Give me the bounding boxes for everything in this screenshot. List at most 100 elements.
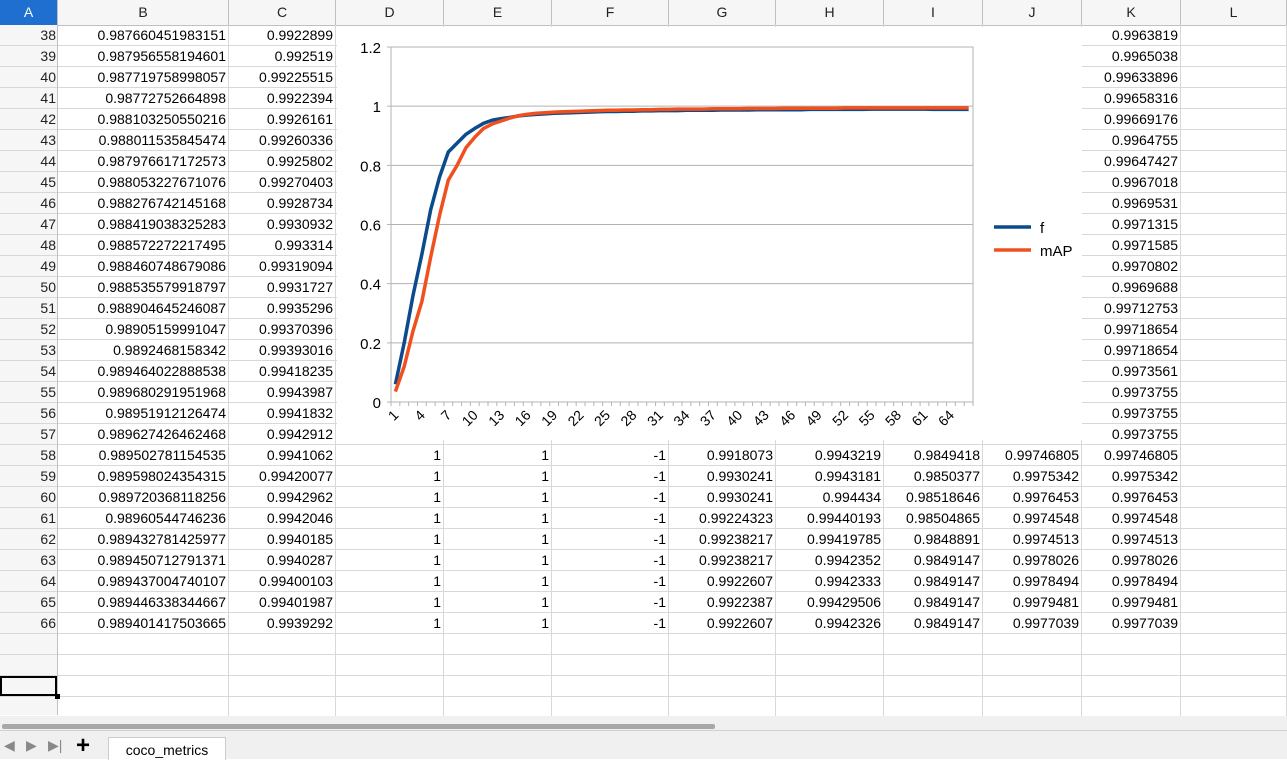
cell[interactable]: [669, 634, 776, 655]
cell[interactable]: 0.9942352: [776, 550, 884, 571]
cell[interactable]: 1: [444, 571, 552, 592]
row-header[interactable]: 58: [0, 445, 57, 466]
cell[interactable]: 0.99420077: [229, 466, 336, 487]
row-header[interactable]: 66: [0, 613, 57, 634]
cell[interactable]: 0.98951912126474: [58, 403, 229, 424]
cell[interactable]: [336, 634, 444, 655]
row-header[interactable]: [0, 655, 57, 676]
cell[interactable]: [1181, 88, 1287, 109]
cell[interactable]: 1: [444, 592, 552, 613]
cell[interactable]: 0.99270403: [229, 172, 336, 193]
cell[interactable]: [552, 634, 669, 655]
cell[interactable]: 0.9922899: [229, 25, 336, 46]
row-header[interactable]: [0, 634, 57, 655]
cell[interactable]: [1181, 403, 1287, 424]
cell[interactable]: 0.987660451983151: [58, 25, 229, 46]
cell[interactable]: 0.9942046: [229, 508, 336, 529]
cell[interactable]: 0.99370396: [229, 319, 336, 340]
active-cell-cursor[interactable]: [0, 676, 57, 696]
cell[interactable]: 0.9942326: [776, 613, 884, 634]
row-header[interactable]: 65: [0, 592, 57, 613]
cell[interactable]: 0.99238217: [669, 550, 776, 571]
cell[interactable]: 0.9969688: [1082, 277, 1181, 298]
cell[interactable]: [1181, 697, 1287, 718]
cell[interactable]: [1181, 340, 1287, 361]
cell[interactable]: 0.99418235: [229, 361, 336, 382]
cell[interactable]: [1181, 172, 1287, 193]
first-sheet-icon[interactable]: ◀: [4, 737, 15, 753]
cell[interactable]: -1: [552, 592, 669, 613]
cell[interactable]: 0.988103250550216: [58, 109, 229, 130]
row-header[interactable]: 50: [0, 277, 57, 298]
cell[interactable]: 0.99718654: [1082, 340, 1181, 361]
cell[interactable]: 0.99746805: [1082, 445, 1181, 466]
row-header[interactable]: 40: [0, 67, 57, 88]
column-header-i[interactable]: I: [884, 0, 983, 25]
cell[interactable]: 0.98960544746236: [58, 508, 229, 529]
cell[interactable]: [1181, 676, 1287, 697]
cell[interactable]: 0.98504865: [884, 508, 983, 529]
cell[interactable]: 0.9931727: [229, 277, 336, 298]
cell[interactable]: [444, 634, 552, 655]
cell[interactable]: [229, 697, 336, 718]
cell[interactable]: 0.98905159991047: [58, 319, 229, 340]
cell[interactable]: [776, 697, 884, 718]
cell[interactable]: 0.989464022888538: [58, 361, 229, 382]
cell[interactable]: 0.988276742145168: [58, 193, 229, 214]
cell[interactable]: 1: [336, 508, 444, 529]
cell[interactable]: 0.9941062: [229, 445, 336, 466]
cell[interactable]: 0.9973755: [1082, 403, 1181, 424]
row-header[interactable]: 38: [0, 25, 57, 46]
column-header-e[interactable]: E: [444, 0, 552, 25]
cell[interactable]: 0.989446338344667: [58, 592, 229, 613]
sheet-tab[interactable]: coco_metrics: [108, 737, 226, 760]
row-header[interactable]: 46: [0, 193, 57, 214]
cell[interactable]: [58, 634, 229, 655]
cell[interactable]: [1181, 508, 1287, 529]
cell[interactable]: [444, 676, 552, 697]
cell[interactable]: 0.9976453: [983, 487, 1082, 508]
cell[interactable]: [58, 697, 229, 718]
cell[interactable]: 0.989437004740107: [58, 571, 229, 592]
cell[interactable]: 0.989401417503665: [58, 613, 229, 634]
cell[interactable]: 0.989627426462468: [58, 424, 229, 445]
row-header[interactable]: 62: [0, 529, 57, 550]
column-header-c[interactable]: C: [229, 0, 336, 25]
cell[interactable]: 0.9849147: [884, 613, 983, 634]
cell[interactable]: 0.9971315: [1082, 214, 1181, 235]
cell[interactable]: 0.987719758998057: [58, 67, 229, 88]
column-header-j[interactable]: J: [983, 0, 1082, 25]
cell[interactable]: [1181, 592, 1287, 613]
cell[interactable]: [1181, 445, 1287, 466]
cell[interactable]: -1: [552, 529, 669, 550]
cell[interactable]: 0.99238217: [669, 529, 776, 550]
cell[interactable]: -1: [552, 613, 669, 634]
cell[interactable]: 0.9974513: [983, 529, 1082, 550]
cell[interactable]: [1082, 676, 1181, 697]
cell[interactable]: [1181, 319, 1287, 340]
row-header[interactable]: 56: [0, 403, 57, 424]
cell[interactable]: [336, 655, 444, 676]
cell[interactable]: 0.9969531: [1082, 193, 1181, 214]
cell[interactable]: 0.99647427: [1082, 151, 1181, 172]
cell[interactable]: -1: [552, 550, 669, 571]
cell[interactable]: 0.99718654: [1082, 319, 1181, 340]
cell[interactable]: 0.9848891: [884, 529, 983, 550]
row-header[interactable]: 54: [0, 361, 57, 382]
cell[interactable]: 0.99419785: [776, 529, 884, 550]
cell[interactable]: 0.989502781154535: [58, 445, 229, 466]
cell[interactable]: 0.9930932: [229, 214, 336, 235]
cell[interactable]: 0.992519: [229, 46, 336, 67]
cell[interactable]: 0.9850377: [884, 466, 983, 487]
cell[interactable]: 1: [444, 550, 552, 571]
row-header[interactable]: 55: [0, 382, 57, 403]
cell[interactable]: 0.9926161: [229, 109, 336, 130]
cell[interactable]: 0.9978494: [983, 571, 1082, 592]
cell[interactable]: [552, 697, 669, 718]
cell[interactable]: 1: [444, 466, 552, 487]
cell[interactable]: 0.99260336: [229, 130, 336, 151]
column-header-k[interactable]: K: [1082, 0, 1181, 25]
row-header[interactable]: 47: [0, 214, 57, 235]
cell[interactable]: 0.9940185: [229, 529, 336, 550]
cell[interactable]: 0.988535579918797: [58, 277, 229, 298]
